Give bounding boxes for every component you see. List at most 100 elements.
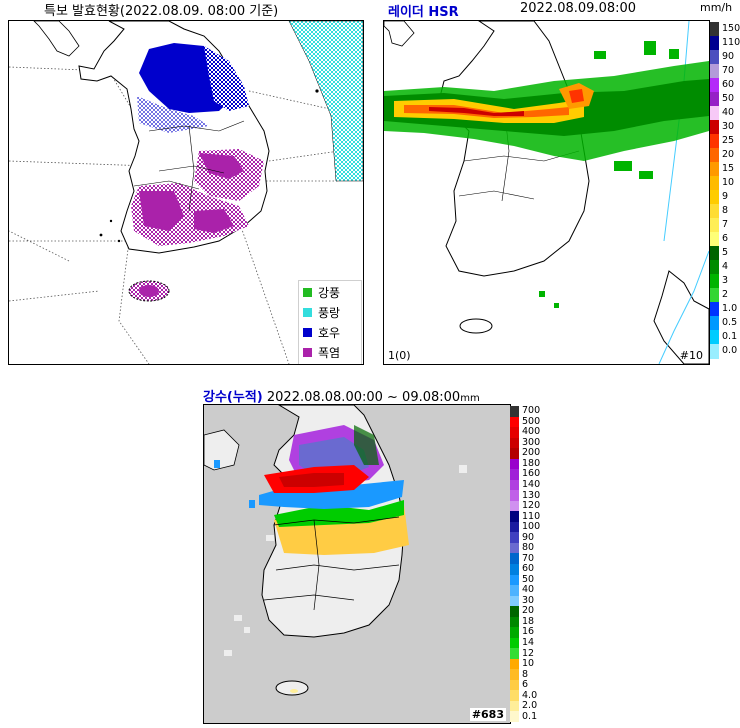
colorbar-label: 150 [722, 23, 740, 34]
colorbar-swatch [710, 64, 719, 79]
colorbar-swatch [710, 246, 719, 261]
colorbar-swatch [510, 627, 519, 639]
colorbar-swatch [510, 437, 519, 449]
colorbar-label: 110 [522, 510, 541, 522]
rainfall-corner-right: #683 [469, 708, 506, 721]
colorbar-label: 3 [722, 275, 729, 286]
colorbar-swatch [510, 679, 519, 691]
colorbar-swatch [510, 606, 519, 618]
colorbar-label: 8 [522, 668, 529, 680]
colorbar-label: 60 [522, 563, 535, 575]
colorbar-swatch [510, 416, 519, 428]
colorbar-swatch [710, 218, 719, 233]
colorbar-swatch [710, 120, 719, 135]
colorbar-swatch [510, 669, 519, 681]
warning-map[interactable]: 강풍 풍랑 호우 폭염 [8, 20, 364, 365]
radar-corner-right: #10 [679, 349, 703, 362]
colorbar-swatch [510, 648, 519, 660]
colorbar-label: 500 [522, 415, 541, 427]
rainfall-unit: mm [460, 393, 480, 404]
colorbar-label: 90 [522, 531, 535, 543]
colorbar-label: 80 [522, 542, 535, 554]
colorbar-swatch [510, 595, 519, 607]
colorbar-label: 2 [722, 289, 729, 300]
radar-corner-left: 1(0) [388, 349, 411, 362]
radar-map[interactable]: 1(0) #10 [383, 20, 710, 365]
colorbar-swatch [510, 479, 519, 491]
colorbar-label: 100 [522, 521, 541, 533]
colorbar-label: 180 [522, 457, 541, 469]
rainfall-title-prefix: 강수(누적) [203, 390, 263, 405]
colorbar-swatch [510, 448, 519, 460]
warning-map-canvas [9, 21, 363, 364]
legend-label: 호우 [318, 325, 341, 340]
colorbar-swatch [710, 330, 719, 345]
colorbar-label: 2.0 [522, 700, 538, 712]
legend-label: 폭염 [318, 345, 341, 360]
legend-label: 풍랑 [318, 305, 341, 320]
colorbar-swatch [510, 616, 519, 628]
colorbar-label: 6 [722, 233, 729, 244]
radar-colorbar: 150 110 90 70 60 50 40 30 25 20 15 10 9 8 7 6 5 4 3 2 1.0 0.5… [710, 22, 740, 359]
warning-legend: 강풍 풍랑 호우 폭염 [298, 280, 362, 364]
rainfall-map-canvas [204, 405, 510, 723]
heat-wave-swatch [303, 347, 312, 357]
colorbar-label: 0.1 [522, 710, 538, 722]
colorbar-swatch [710, 162, 719, 177]
colorbar-swatch [710, 148, 719, 163]
colorbar-label: 400 [522, 426, 541, 438]
colorbar-swatch [710, 92, 719, 107]
strong-wind-swatch [303, 287, 312, 297]
colorbar-label: 700 [522, 405, 541, 417]
colorbar-swatch [710, 36, 719, 51]
radar-map-canvas [384, 21, 709, 364]
colorbar-swatch [510, 542, 519, 554]
rainfall-title-range: 2022.08.08.00:00 ~ 09.08:00 [266, 390, 461, 405]
colorbar-swatch [510, 690, 519, 702]
colorbar-swatch [710, 288, 719, 303]
colorbar-label: 1.0 [722, 303, 738, 314]
colorbar-label: 110 [722, 37, 740, 48]
radar-time: 2022.08.09.08:00 [520, 1, 637, 16]
colorbar-label: 4 [722, 261, 729, 272]
colorbar-label: 200 [522, 447, 541, 459]
colorbar-label: 50 [722, 93, 735, 104]
colorbar-label: 10 [722, 177, 735, 188]
colorbar-swatch [510, 500, 519, 512]
colorbar-label: 70 [722, 65, 735, 76]
colorbar-label: 7 [722, 219, 729, 230]
colorbar-swatch [510, 585, 519, 597]
colorbar-label: 18 [522, 615, 535, 627]
colorbar-label: 5 [722, 247, 729, 258]
colorbar-swatch [710, 274, 719, 289]
colorbar-swatch [510, 521, 519, 533]
colorbar-swatch [510, 637, 519, 649]
colorbar-swatch [710, 302, 719, 317]
colorbar-label: 30 [722, 121, 735, 132]
colorbar-label: 0.1 [722, 331, 738, 342]
heavy-rain-swatch [303, 327, 312, 337]
colorbar-label: 12 [522, 647, 535, 659]
colorbar-label: 40 [722, 107, 735, 118]
colorbar-swatch [710, 176, 719, 191]
colorbar-label: 40 [522, 584, 535, 596]
colorbar-swatch [510, 427, 519, 439]
colorbar-swatch [710, 22, 719, 37]
colorbar-label: 4.0 [522, 689, 538, 701]
colorbar-swatch [510, 564, 519, 576]
colorbar-swatch [510, 406, 519, 418]
colorbar-swatch [510, 490, 519, 502]
colorbar-swatch [710, 50, 719, 65]
colorbar-label: 300 [522, 436, 541, 448]
colorbar-label: 0.0 [722, 345, 738, 356]
radar-title: 레이더 HSR [388, 5, 459, 20]
colorbar-swatch [510, 532, 519, 544]
colorbar-label: 140 [522, 479, 541, 490]
colorbar-label: 20 [522, 605, 535, 617]
colorbar-swatch [710, 232, 719, 247]
colorbar-label: 160 [522, 468, 541, 480]
legend-item-heat-wave: 폭염 [303, 343, 340, 361]
legend-item-swell: 풍랑 [303, 303, 340, 321]
colorbar-swatch [710, 204, 719, 219]
rainfall-map[interactable]: #683 [203, 404, 511, 724]
